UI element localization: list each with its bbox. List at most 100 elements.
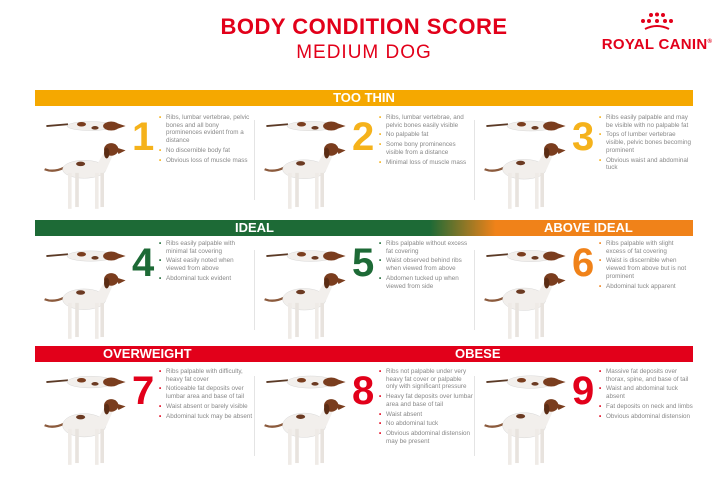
score-cell-1: 1 • Ribs, lumbar vertebrae, pelvic bones a… [35, 110, 254, 210]
score-cell-6: 6 • Ribs palpable with slight excess of fa… [475, 240, 694, 340]
criteria-text: Ribs palpable with difficulty, heavy fat… [166, 368, 243, 383]
criteria-item: • Ribs easily palpable and may be visible… [599, 114, 694, 129]
score-cell-5: 5 • Ribs palpable without excess fat cover… [255, 240, 474, 340]
bullet-icon: • [379, 420, 382, 428]
dog-illustration [484, 120, 566, 209]
criteria-item: • No palpable fat [379, 131, 474, 139]
criteria-item: • Abdominal tuck may be absent [159, 413, 254, 421]
criteria-text: Waist is discernible when viewed from ab… [606, 257, 687, 280]
bullet-icon: • [379, 429, 382, 437]
score-number: 4 [132, 241, 155, 285]
bullet-icon: • [159, 146, 162, 154]
criteria-item: • No abdominal tuck [379, 420, 474, 428]
criteria-item: • Abdominal tuck evident [159, 275, 254, 283]
bullet-icon: • [599, 240, 602, 247]
criteria-text: Abdomen tucked up when viewed from side [386, 274, 459, 290]
criteria-item: • Ribs not palpable under very heavy fat … [379, 368, 474, 391]
score-criteria-list: • Ribs palpable with slight excess of fat… [599, 240, 694, 292]
dog-side-view [44, 399, 126, 465]
dog-side-view [264, 273, 346, 339]
bullet-icon: • [159, 412, 162, 420]
score-cell-2: 2 • Ribs, lumbar vertebrae, and pelvic bon… [255, 110, 474, 210]
criteria-item: • Abdomen tucked up when viewed from side [379, 275, 474, 290]
page-subtitle: MEDIUM DOG [296, 42, 432, 63]
dog-illustration [264, 375, 346, 465]
criteria-text: Ribs palpable without excess fat coverin… [386, 240, 468, 255]
criteria-text: Obvious loss of muscle mass [166, 156, 248, 164]
criteria-item: • Ribs, lumbar vertebrae, and pelvic bone… [379, 114, 474, 129]
band-too-thin: TOO THIN [35, 90, 693, 106]
criteria-text: Obvious waist and abdominal tuck [606, 156, 689, 172]
dog-side-view [264, 399, 346, 465]
logo-text: ROYAL CANIN [601, 36, 708, 53]
criteria-text: Ribs easily palpable and may be visible … [606, 114, 689, 129]
band-label-obese: OBESE [455, 346, 501, 361]
criteria-item: • Obvious abdominal distension may be pre… [379, 430, 474, 445]
criteria-text: Ribs, lumbar vertebrae, pelvic bones and… [166, 114, 250, 145]
dog-top-view [486, 250, 566, 262]
criteria-text: Ribs palpable with slight excess of fat … [606, 240, 674, 255]
criteria-text: Waist and abdominal tuck absent [606, 385, 678, 401]
criteria-text: Ribs, lumbar vertebrae, and pelvic bones… [386, 114, 464, 129]
criteria-text: Minimal loss of muscle mass [386, 158, 467, 166]
criteria-item: • Ribs palpable without excess fat coveri… [379, 240, 474, 255]
dog-top-view [46, 121, 126, 131]
score-cell-9: 9 • Massive fat deposits over thorax, spin… [475, 366, 694, 466]
criteria-text: Waist absent [386, 410, 423, 418]
criteria-text: Waist absent or barely visible [166, 402, 248, 410]
score-criteria-list: • Ribs easily palpable and may be visible… [599, 114, 694, 174]
score-criteria-list: • Ribs palpable without excess fat coveri… [379, 240, 474, 292]
bullet-icon: • [599, 156, 602, 164]
page-title: BODY CONDITION SCORE [220, 14, 508, 39]
criteria-item: • Tops of lumber vertebrae visible, pelvi… [599, 131, 694, 154]
bullet-icon: • [599, 368, 602, 375]
criteria-item: • No discernible body fat [159, 147, 254, 155]
criteria-text: Obvious abdominal distension may be pres… [386, 429, 471, 445]
band-label-above-ideal: ABOVE IDEAL [544, 220, 633, 235]
score-number: 1 [132, 115, 155, 159]
score-number: 6 [572, 241, 595, 285]
dog-side-view [44, 273, 126, 339]
band-label-ideal: IDEAL [235, 220, 274, 235]
score-criteria-list: • Ribs, lumbar vertebrae, and pelvic bone… [379, 114, 474, 168]
criteria-item: • Ribs palpable with slight excess of fat… [599, 240, 694, 255]
band-ideal: IDEAL ABOVE IDEAL [35, 220, 693, 236]
column-divider [474, 376, 475, 456]
bullet-icon: • [599, 385, 602, 393]
score-cell-7: 7 • Ribs palpable with difficulty, heavy f… [35, 366, 254, 466]
dog-top-view [486, 375, 566, 389]
criteria-text: Ribs not palpable under very heavy fat c… [386, 368, 467, 391]
bullet-icon: • [159, 385, 162, 393]
bullet-icon: • [599, 114, 602, 121]
column-divider [254, 120, 255, 200]
bullet-icon: • [159, 240, 162, 247]
dog-side-view [484, 273, 566, 339]
criteria-text: No palpable fat [386, 131, 429, 139]
bullet-icon: • [159, 274, 162, 282]
criteria-item: • Fat deposits on neck and limbs [599, 403, 694, 411]
dog-top-view [266, 375, 346, 389]
bullet-icon: • [159, 257, 162, 265]
bullet-icon: • [379, 240, 382, 247]
bullet-icon: • [379, 393, 382, 401]
criteria-item: • Ribs palpable with difficulty, heavy fa… [159, 368, 254, 383]
criteria-item: • Heavy fat deposits over lumbar area and… [379, 393, 474, 408]
registered-mark: ® [707, 39, 713, 45]
criteria-text: Abdominal tuck may be absent [166, 412, 253, 420]
dog-illustration [264, 250, 346, 339]
band-label-too-thin: TOO THIN [333, 90, 395, 105]
score-cell-3: 3 • Ribs easily palpable and may be visibl… [475, 110, 694, 210]
criteria-text: Some bony prominences visible from a dis… [386, 141, 456, 156]
royal-canin-logo: ROYAL CANIN® [592, 12, 722, 56]
criteria-item: • Waist observed behind ribs when viewed … [379, 257, 474, 272]
criteria-item: • Massive fat deposits over thorax, spine… [599, 368, 694, 383]
bullet-icon: • [159, 156, 162, 164]
score-criteria-list: • Ribs, lumbar vertebrae, pelvic bones an… [159, 114, 254, 166]
dog-illustration [44, 121, 126, 209]
bullet-icon: • [159, 402, 162, 410]
dog-side-view [484, 143, 566, 209]
criteria-text: Abdominal tuck apparent [606, 282, 676, 290]
criteria-item: • Obvious abdominal distension [599, 413, 694, 421]
score-cell-4: 4 • Ribs easily palpable with minimal fat … [35, 240, 254, 340]
dog-top-view [486, 120, 566, 132]
